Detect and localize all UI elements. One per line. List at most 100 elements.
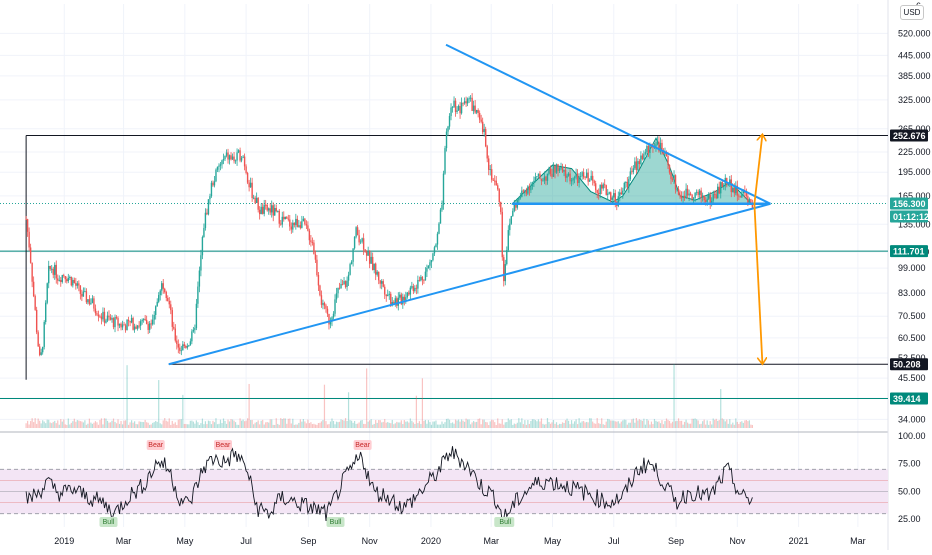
candle-body[interactable] [607,193,609,195]
candle-body[interactable] [120,323,122,328]
candle-body[interactable] [546,173,549,181]
candle-body[interactable] [382,281,384,287]
candle-body[interactable] [364,249,366,252]
candle-body[interactable] [503,257,505,282]
candle-body[interactable] [161,283,163,291]
candle-body[interactable] [25,219,27,220]
candle-body[interactable] [733,187,736,194]
candle-body[interactable] [402,296,404,305]
candle-body[interactable] [114,317,116,328]
candle-body[interactable] [480,119,482,122]
candle-body[interactable] [314,254,317,260]
candle-body[interactable] [709,194,711,204]
candle-body[interactable] [58,279,60,281]
candle-body[interactable] [588,180,591,182]
candle-body[interactable] [658,141,660,152]
candle-body[interactable] [142,318,145,320]
candle-body[interactable] [90,302,92,304]
candle-body[interactable] [275,207,277,212]
candle-body[interactable] [673,175,675,180]
candle-body[interactable] [280,223,282,225]
candle-body[interactable] [191,331,193,342]
candle-body[interactable] [530,186,532,191]
candle-body[interactable] [567,173,570,176]
candle-body[interactable] [750,199,752,204]
candle-body[interactable] [45,302,47,323]
candle-body[interactable] [504,264,506,282]
candle-body[interactable] [126,319,128,331]
candle-body[interactable] [576,173,579,183]
candle-body[interactable] [304,218,306,225]
candle-body[interactable] [185,345,187,348]
candle-body[interactable] [158,295,160,302]
candle-body[interactable] [421,276,424,280]
candle-body[interactable] [706,198,708,202]
downside-target-arrow[interactable] [753,203,762,364]
candle-body[interactable] [613,193,615,198]
candle-body[interactable] [222,159,225,161]
candle-body[interactable] [60,279,62,282]
candle-body[interactable] [343,281,345,285]
candle-body[interactable] [66,279,68,282]
candle-body[interactable] [358,235,360,243]
candle-body[interactable] [460,102,463,114]
candle-body[interactable] [723,184,725,187]
candle-body[interactable] [329,321,332,325]
candle-body[interactable] [132,318,134,330]
candle-body[interactable] [555,164,558,173]
candle-body[interactable] [444,148,446,174]
candle-body[interactable] [55,264,57,279]
candle-body[interactable] [195,303,198,329]
candle-body[interactable] [604,184,606,186]
candle-body[interactable] [278,210,280,224]
candle-body[interactable] [411,286,413,288]
candle-body[interactable] [408,292,410,295]
candle-body[interactable] [388,293,390,295]
candle-body[interactable] [258,209,261,215]
candle-body[interactable] [332,313,335,318]
candle-body[interactable] [210,182,213,197]
candle-body[interactable] [406,292,409,298]
candle-body[interactable] [463,101,466,104]
candle-body[interactable] [322,302,324,305]
candle-body[interactable] [573,177,576,179]
candle-body[interactable] [38,346,41,355]
candle-body[interactable] [533,180,535,183]
candle-body[interactable] [623,182,626,191]
candle-body[interactable] [387,294,389,297]
candle-body[interactable] [203,227,205,238]
candle-body[interactable] [625,181,627,183]
candle-body[interactable] [139,321,142,326]
candle-body[interactable] [29,247,32,263]
candle-body[interactable] [641,155,644,160]
candle-body[interactable] [308,230,311,241]
candle-body[interactable] [239,150,241,161]
candle-body[interactable] [436,233,439,245]
candle-body[interactable] [93,298,95,309]
rsi-line[interactable] [25,446,753,525]
candle-body[interactable] [264,204,267,206]
candle-body[interactable] [677,188,680,195]
candle-body[interactable] [489,169,491,170]
candle-body[interactable] [230,155,232,160]
candle-body[interactable] [331,317,333,322]
candle-body[interactable] [426,268,428,272]
candle-body[interactable] [566,175,568,178]
candle-body[interactable] [325,305,327,309]
candle-body[interactable] [720,182,722,194]
candle-body[interactable] [170,304,172,311]
candle-body[interactable] [236,152,238,161]
candle-body[interactable] [471,97,473,111]
candle-body[interactable] [700,190,702,198]
candle-body[interactable] [591,175,594,181]
candle-body[interactable] [454,100,457,112]
candle-body[interactable] [361,238,363,242]
candle-body[interactable] [585,172,588,178]
candle-body[interactable] [682,195,684,198]
candle-body[interactable] [640,155,642,165]
candle-body[interactable] [686,188,689,196]
candle-body[interactable] [575,173,577,178]
candle-body[interactable] [515,203,517,208]
candle-body[interactable] [228,155,231,160]
